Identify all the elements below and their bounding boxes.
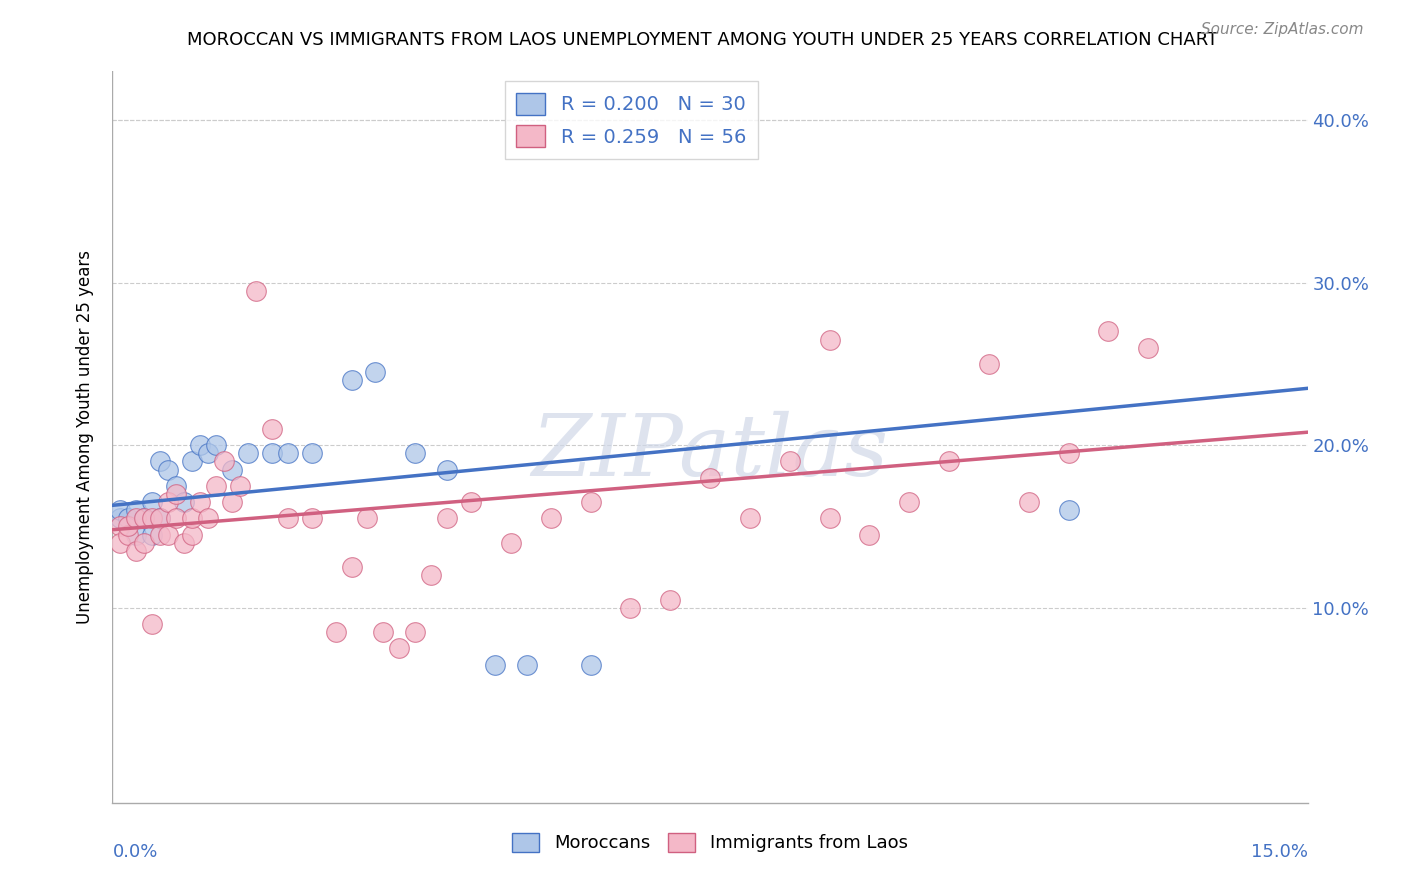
Point: [110, 535, 132, 549]
Point: [659, 592, 682, 607]
Point: [117, 511, 139, 525]
Point: [388, 641, 411, 656]
Point: [516, 657, 538, 672]
Point: [149, 511, 172, 525]
Point: [236, 446, 259, 460]
Point: [205, 479, 228, 493]
Point: [157, 527, 180, 541]
Point: [165, 479, 187, 493]
Point: [340, 373, 363, 387]
Point: [141, 511, 163, 525]
Point: [205, 438, 228, 452]
Point: [325, 625, 347, 640]
Point: [141, 495, 163, 509]
Point: [779, 454, 801, 468]
Point: [364, 365, 387, 379]
Point: [221, 462, 243, 476]
Point: [141, 617, 163, 632]
Point: [149, 454, 172, 468]
Point: [460, 495, 482, 509]
Point: [260, 422, 283, 436]
Point: [212, 454, 235, 468]
Point: [540, 511, 562, 525]
Point: [149, 511, 172, 525]
Text: MOROCCAN VS IMMIGRANTS FROM LAOS UNEMPLOYMENT AMONG YOUTH UNDER 25 YEARS CORRELA: MOROCCAN VS IMMIGRANTS FROM LAOS UNEMPLO…: [187, 31, 1219, 49]
Point: [301, 446, 323, 460]
Text: ZIPatlas: ZIPatlas: [531, 410, 889, 493]
Point: [619, 600, 641, 615]
Point: [134, 535, 156, 549]
Point: [188, 495, 211, 509]
Point: [221, 495, 243, 509]
Point: [579, 495, 602, 509]
Point: [125, 527, 148, 541]
Point: [1057, 446, 1080, 460]
Point: [110, 511, 132, 525]
Point: [134, 511, 156, 525]
Point: [373, 625, 395, 640]
Point: [818, 511, 841, 525]
Point: [420, 568, 443, 582]
Point: [125, 544, 148, 558]
Point: [699, 471, 721, 485]
Point: [125, 503, 148, 517]
Point: [484, 657, 506, 672]
Point: [110, 519, 132, 533]
Point: [436, 462, 458, 476]
Point: [301, 511, 323, 525]
Point: [1097, 325, 1119, 339]
Point: [173, 535, 195, 549]
Point: [181, 511, 204, 525]
Point: [134, 511, 156, 525]
Text: 15.0%: 15.0%: [1250, 843, 1308, 861]
Point: [165, 487, 187, 501]
Point: [188, 438, 211, 452]
Point: [1137, 341, 1160, 355]
Legend: Moroccans, Immigrants from Laos: Moroccans, Immigrants from Laos: [505, 826, 915, 860]
Point: [157, 495, 180, 509]
Point: [141, 527, 163, 541]
Point: [579, 657, 602, 672]
Point: [157, 462, 180, 476]
Point: [858, 527, 880, 541]
Point: [1018, 495, 1040, 509]
Point: [260, 446, 283, 460]
Text: 0.0%: 0.0%: [112, 843, 157, 861]
Point: [898, 495, 921, 509]
Point: [404, 625, 426, 640]
Point: [436, 511, 458, 525]
Point: [818, 333, 841, 347]
Point: [977, 357, 1000, 371]
Point: [738, 511, 761, 525]
Point: [1057, 503, 1080, 517]
Point: [197, 446, 219, 460]
Point: [181, 454, 204, 468]
Point: [245, 284, 267, 298]
Point: [117, 519, 139, 533]
Point: [149, 527, 172, 541]
Y-axis label: Unemployment Among Youth under 25 years: Unemployment Among Youth under 25 years: [76, 250, 94, 624]
Point: [117, 527, 139, 541]
Point: [110, 503, 132, 517]
Point: [938, 454, 960, 468]
Point: [229, 479, 252, 493]
Text: Source: ZipAtlas.com: Source: ZipAtlas.com: [1201, 22, 1364, 37]
Point: [340, 560, 363, 574]
Point: [356, 511, 378, 525]
Point: [181, 527, 204, 541]
Point: [404, 446, 426, 460]
Point: [173, 495, 195, 509]
Point: [277, 446, 299, 460]
Point: [125, 511, 148, 525]
Point: [277, 511, 299, 525]
Point: [197, 511, 219, 525]
Point: [165, 511, 187, 525]
Point: [499, 535, 522, 549]
